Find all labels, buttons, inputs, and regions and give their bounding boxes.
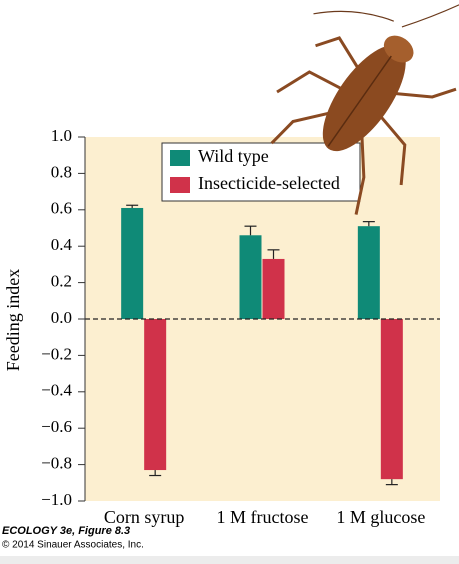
legend-items: Wild type Insecticide-selected (170, 146, 340, 193)
bar (239, 235, 262, 319)
y-tick-label: −1.0 (41, 490, 72, 509)
y-tick-label: −0.4 (41, 381, 72, 400)
y-tick-label: −0.2 (41, 344, 72, 363)
y-tick-label: 1.0 (51, 126, 72, 145)
bar (121, 207, 144, 319)
x-tick-label: 1 M fructose (217, 507, 309, 527)
footer-band (0, 556, 459, 564)
error-bar (149, 470, 162, 477)
x-tick-label: Corn syrup (104, 507, 185, 527)
error-bar (126, 204, 139, 208)
error-bar (267, 249, 280, 259)
bar (380, 319, 403, 480)
error-bar (385, 479, 398, 486)
bar (357, 226, 380, 319)
plot: −1.0 −0.8 −0.6 −0.4 −0.2 0.0 0.2 0.4 0.6 0.8 1.0 Co… (41, 126, 440, 527)
y-tick-label: −0.6 (41, 417, 72, 436)
legend-label: Insecticide-selected (198, 173, 340, 193)
y-axis-label: Feeding index (3, 269, 23, 371)
caption: ECOLOGY 3e, Figure 8.3 (2, 525, 130, 537)
y-tick-label: 0.6 (51, 199, 72, 218)
y-tick-label: −0.8 (41, 454, 72, 473)
error-bar (362, 221, 375, 227)
bar (144, 319, 167, 471)
bar (262, 258, 285, 319)
copyright: © 2014 Sinauer Associates, Inc. (2, 540, 144, 551)
y-tick-label: 0.4 (51, 235, 73, 254)
error-bar (244, 225, 257, 236)
y-tick-label: 0.0 (51, 308, 72, 327)
x-tick-label: 1 M glucose (336, 507, 425, 527)
cockroach-illustration (270, 0, 459, 215)
legend (161, 142, 361, 202)
legend-swatch (170, 150, 190, 166)
y-tick-label: 0.8 (51, 162, 72, 181)
legend-label: Wild type (198, 146, 269, 166)
y-tick-label: 0.2 (51, 272, 72, 291)
legend-swatch (170, 177, 190, 193)
